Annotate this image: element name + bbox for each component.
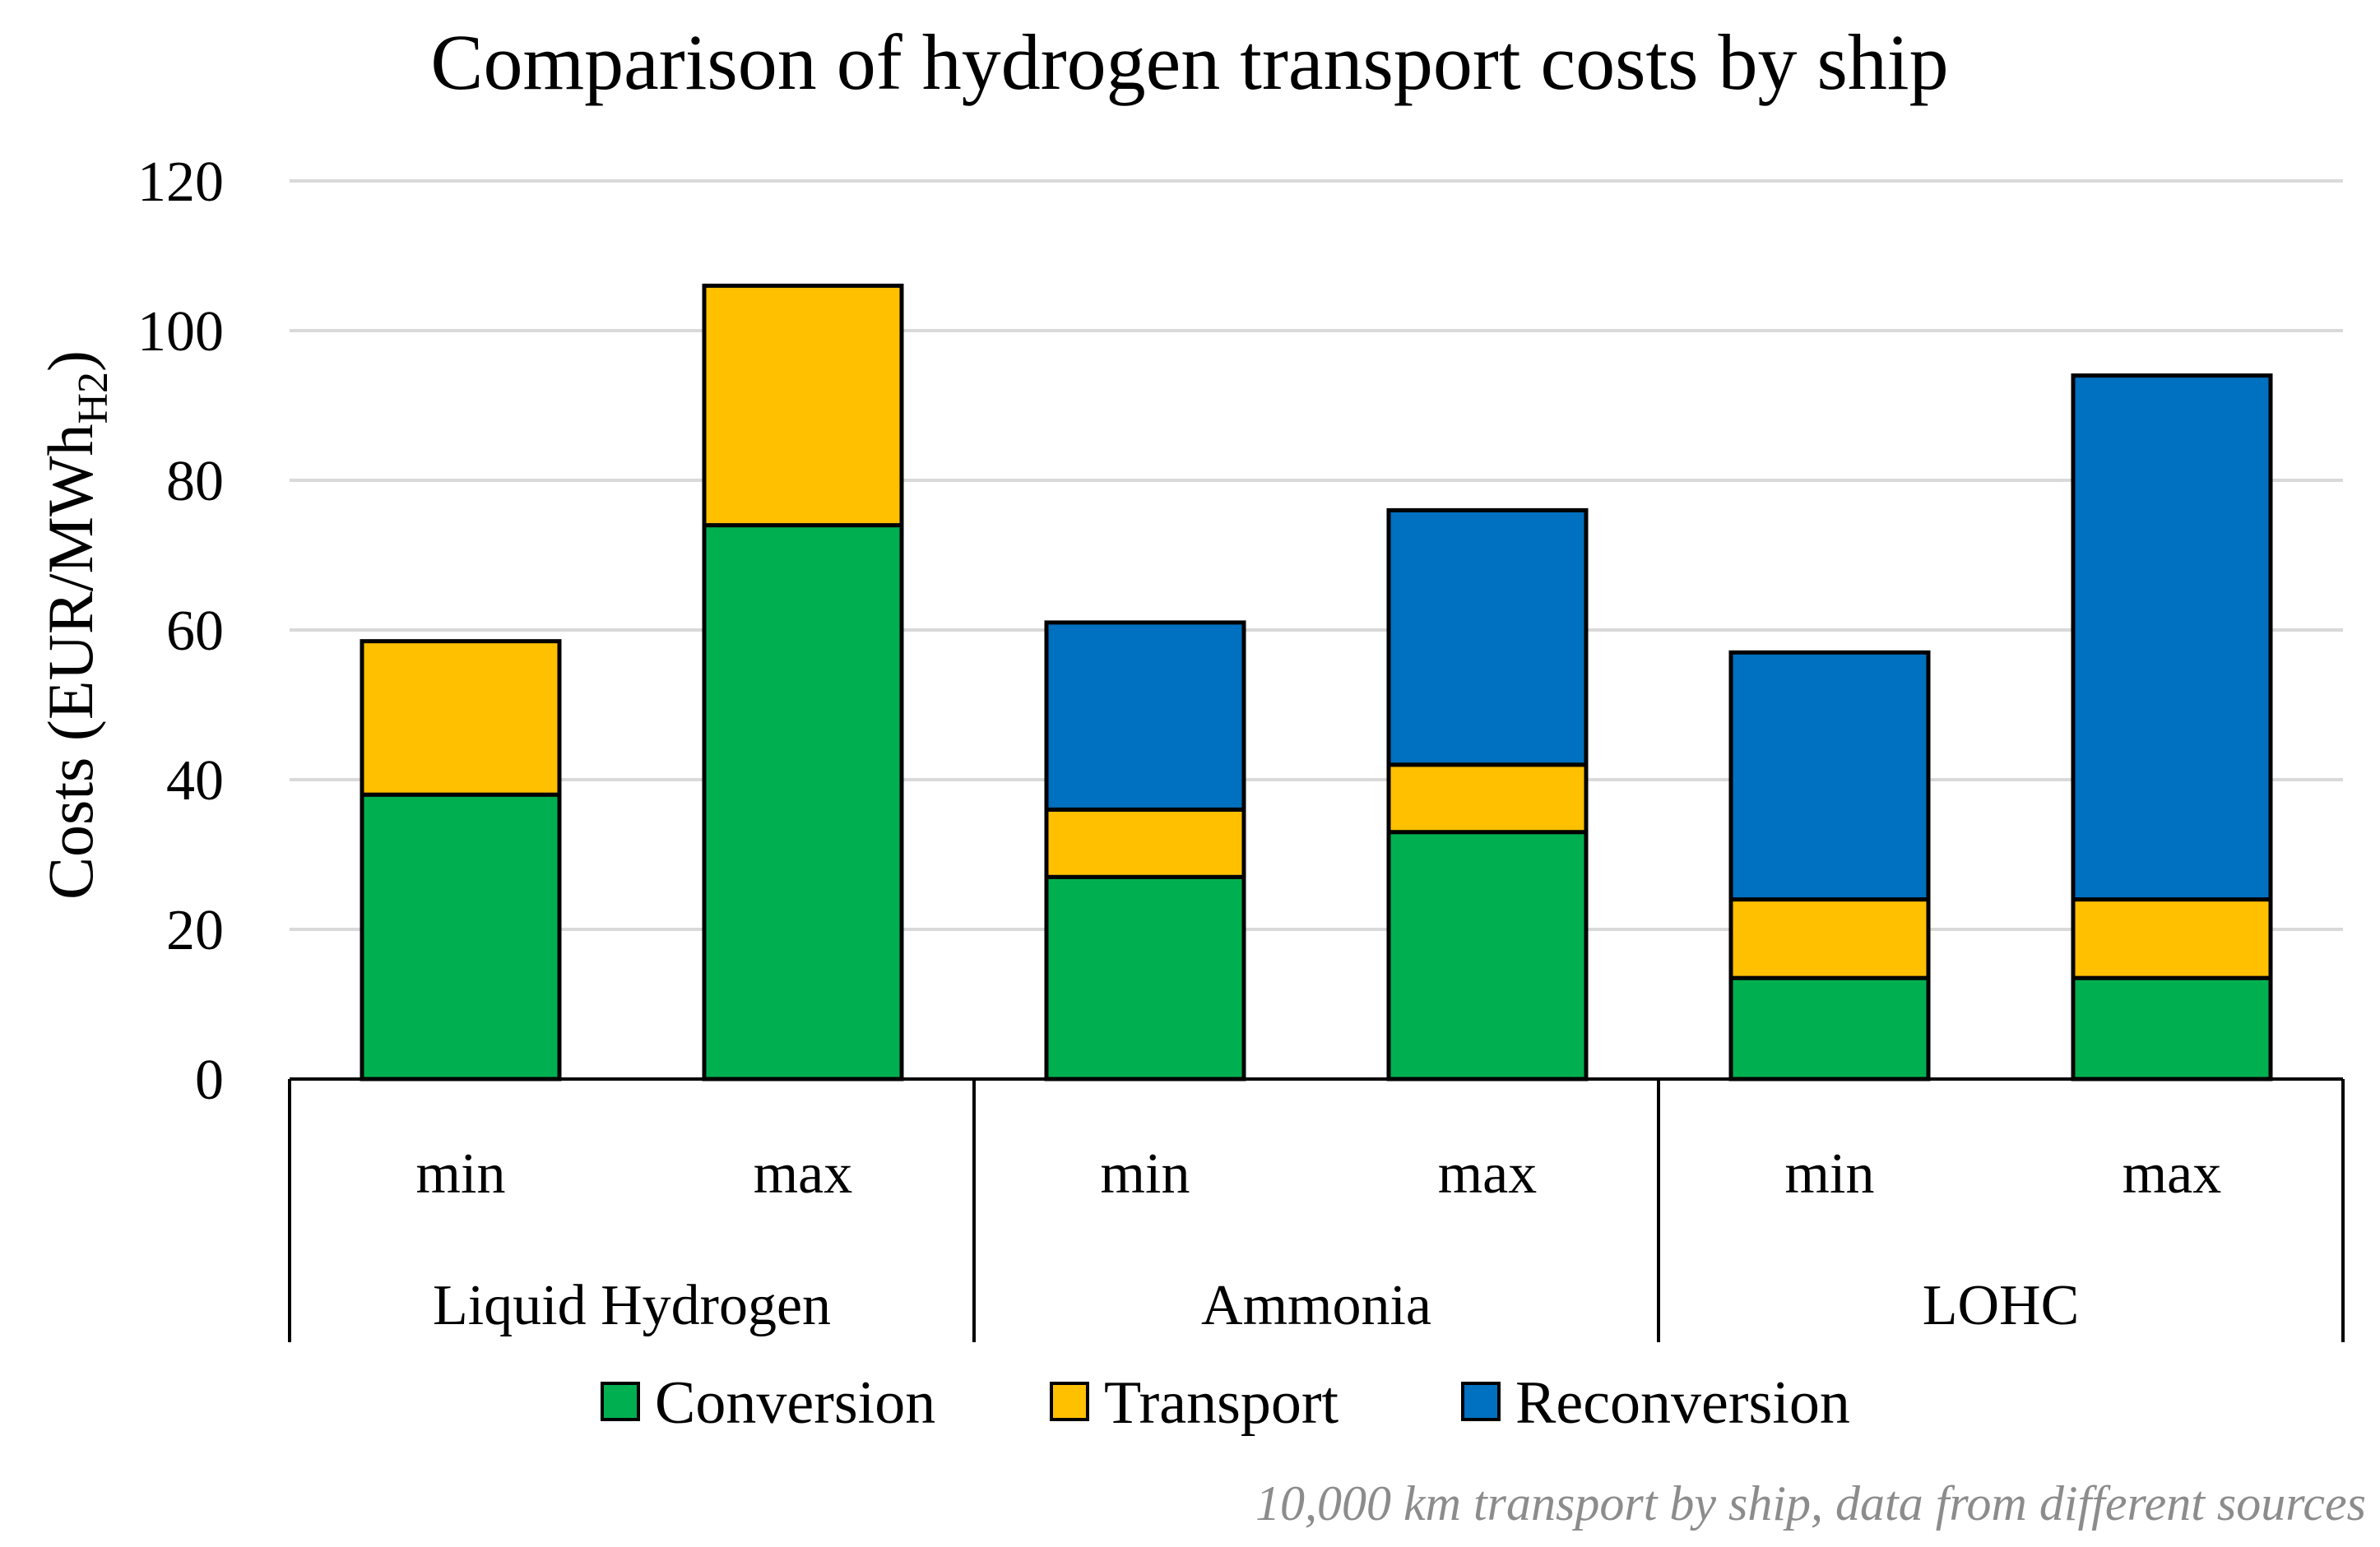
x-category-label-0-min: min: [416, 1142, 506, 1206]
bar-conversion-1-min: [1044, 874, 1246, 1082]
x-category-label-0-max: max: [754, 1142, 853, 1206]
y-axis-ticks: 0 20 40 60 80 100 120: [137, 151, 224, 1112]
bar-transport-0-max: [702, 283, 904, 528]
x-axis: min max Liquid Hydrogen min max Ammonia min max…: [288, 1077, 2345, 1342]
y-axis-label-subscript: H2: [70, 372, 117, 424]
y-tick-label-40: 40: [166, 749, 224, 813]
bar-transport-0-min: [360, 639, 562, 797]
bar-conversion-0-max: [702, 523, 904, 1082]
bars: [360, 283, 2273, 1082]
legend-swatch-reconversion: [1461, 1382, 1501, 1421]
legend-label-transport: Transport: [1104, 1369, 1339, 1437]
x-category-label-2-min: min: [1785, 1142, 1875, 1206]
legend-swatch-conversion: [601, 1382, 640, 1421]
legend-label-reconversion: Reconversion: [1515, 1369, 1850, 1437]
bar-reconversion-2-min: [1728, 650, 1931, 902]
footnote: 10,000 km transport by ship, data from d…: [1255, 1476, 2366, 1531]
y-tick-label-100: 100: [137, 300, 224, 364]
legend: Conversion Transport Reconversion: [601, 1369, 1850, 1437]
x-group-label-2: LOHC: [1923, 1274, 2080, 1337]
bar-conversion-0-min: [360, 792, 562, 1082]
bar-transport-1-max: [1386, 762, 1589, 835]
bar-transport-2-min: [1728, 897, 1931, 980]
bar-reconversion-2-max: [2071, 373, 2273, 902]
y-tick-label-0: 0: [195, 1049, 224, 1112]
y-tick-label-80: 80: [166, 450, 224, 513]
y-tick-label-120: 120: [137, 151, 224, 214]
y-axis-label: Costs (EUR/MWhH2): [35, 350, 117, 900]
bar-reconversion-1-max: [1386, 507, 1589, 767]
x-category-label-1-min: min: [1101, 1142, 1190, 1206]
chart-title: Comparison of hydrogen transport costs b…: [430, 18, 1948, 106]
bar-conversion-2-min: [1728, 975, 1931, 1082]
x-category-label-1-max: max: [1438, 1142, 1538, 1206]
x-group-label-1: Ammonia: [1201, 1274, 1431, 1337]
bar-transport-1-min: [1044, 807, 1246, 879]
y-tick-label-60: 60: [166, 600, 224, 663]
x-group-label-0: Liquid Hydrogen: [433, 1274, 831, 1337]
bar-conversion-2-max: [2071, 975, 2273, 1082]
y-tick-label-20: 20: [166, 899, 224, 962]
bar-conversion-1-max: [1386, 830, 1589, 1082]
y-axis-label-main: Costs (EUR/MWh: [35, 424, 106, 901]
bar-reconversion-1-min: [1044, 620, 1246, 812]
x-category-label-2-max: max: [2123, 1142, 2222, 1206]
gridlines: [290, 179, 2343, 931]
bar-transport-2-max: [2071, 897, 2273, 980]
legend-swatch-transport: [1050, 1382, 1089, 1421]
legend-label-conversion: Conversion: [655, 1369, 935, 1437]
y-axis-label-close: ): [35, 350, 106, 372]
